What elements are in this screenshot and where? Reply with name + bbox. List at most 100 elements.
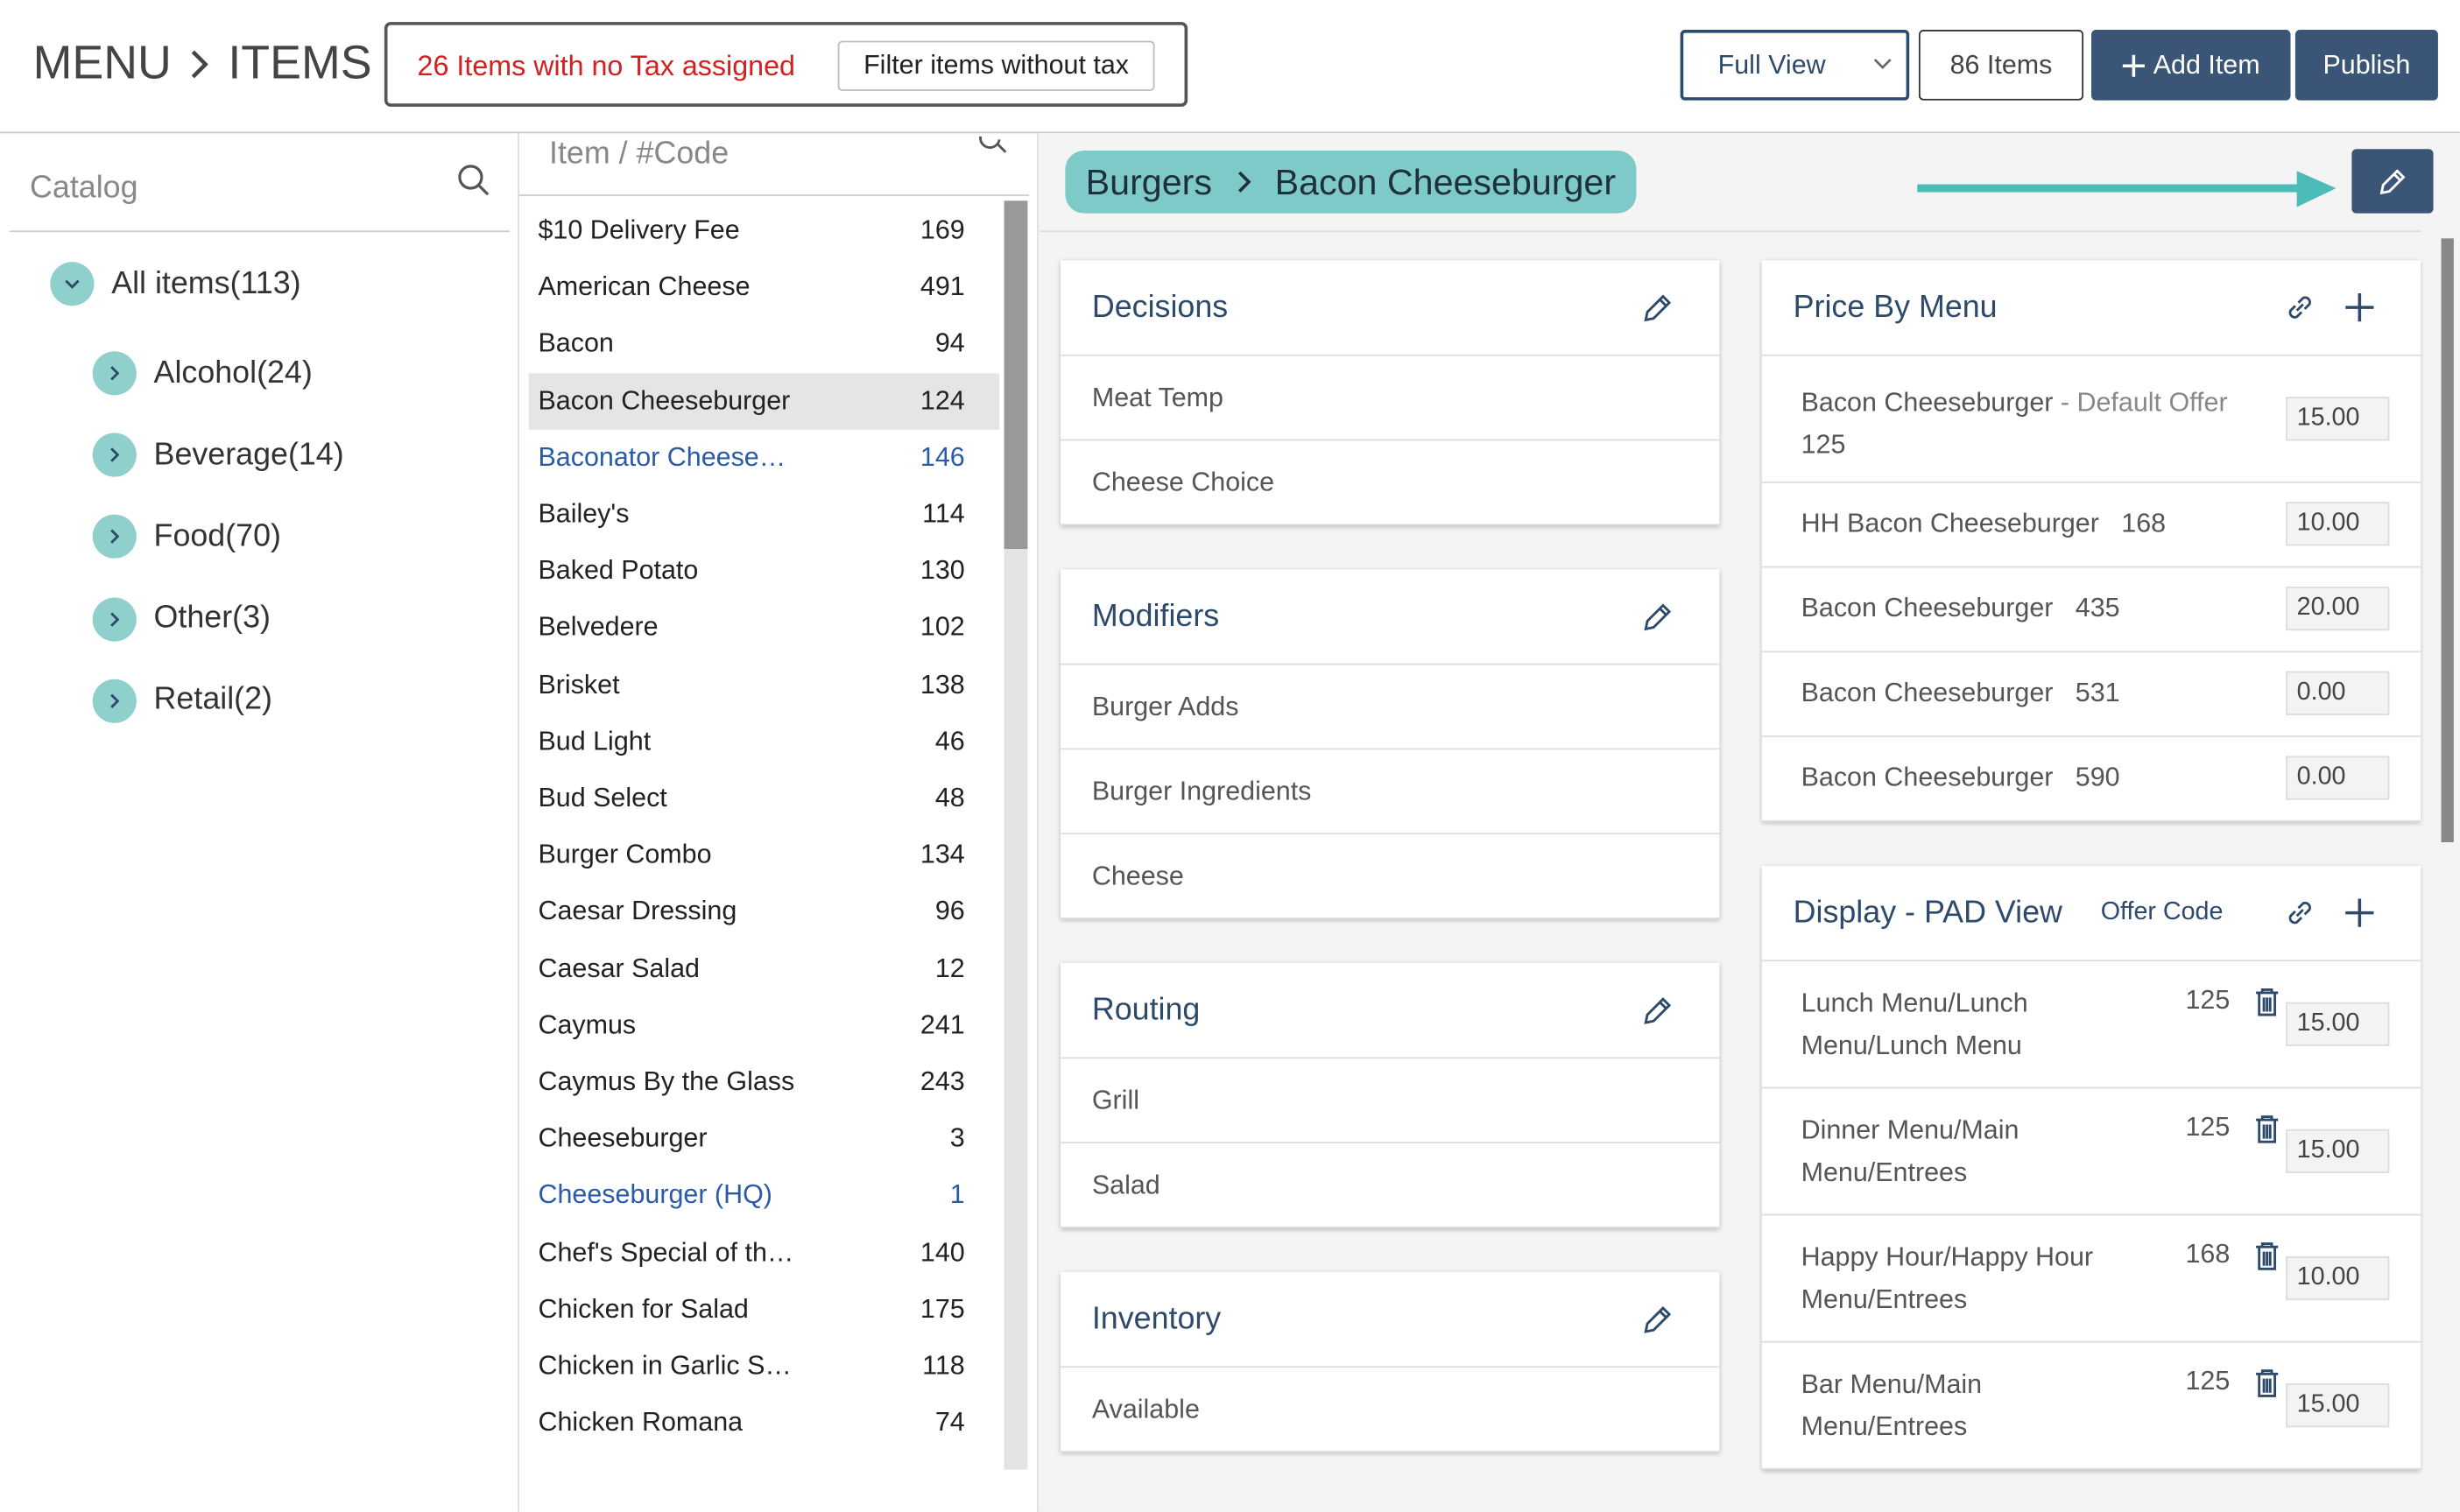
item-row[interactable]: Chicken for Salad 175 — [529, 1281, 999, 1337]
tree-node[interactable]: Other(3) — [92, 596, 271, 641]
item-name: Baked Potato — [538, 555, 699, 586]
edit-icon[interactable] — [1641, 599, 1675, 643]
breadcrumb-item[interactable]: MENU — [32, 37, 172, 90]
item-code: 243 — [920, 1066, 965, 1097]
search-icon[interactable] — [456, 163, 490, 197]
item-row[interactable]: Cheeseburger (HQ) 1 — [529, 1168, 999, 1224]
edit-icon[interactable] — [1641, 290, 1675, 334]
detail-breadcrumb: Burgers Bacon Cheeseburger — [1065, 150, 1637, 214]
items-count: 86 Items — [1918, 30, 2084, 101]
scrollbar[interactable] — [2441, 238, 2454, 843]
item-row[interactable]: Bud Light 46 — [529, 714, 999, 770]
scrollbar[interactable] — [1004, 200, 1028, 1470]
menu-code: 531 — [2075, 677, 2120, 707]
scroll-thumb[interactable] — [1004, 200, 1028, 550]
detail-panel: Burgers Bacon Cheeseburger Decisions Meat… — [1038, 133, 2460, 1512]
tree-label: Retail(2) — [153, 682, 272, 718]
item-row[interactable]: Bailey's 114 — [529, 486, 999, 542]
item-row[interactable]: Baconator Cheese… 146 — [529, 429, 999, 485]
price-input[interactable]: 0.00 — [2286, 671, 2390, 715]
item-row[interactable]: Baked Potato 130 — [529, 543, 999, 599]
pointer-arrow — [1917, 171, 2337, 207]
tree-label: Beverage(14) — [153, 437, 344, 472]
price-input[interactable]: 15.00 — [2286, 396, 2390, 440]
item-row[interactable]: Caesar Salad 12 — [529, 940, 999, 996]
item-code: 140 — [920, 1236, 965, 1267]
add-item-label: Add Item — [2153, 49, 2260, 80]
item-row[interactable]: Brisket 138 — [529, 657, 999, 713]
card-title: Display - PAD View — [1793, 895, 2062, 930]
add-icon[interactable] — [2343, 290, 2377, 334]
card-row: Burger Adds — [1061, 665, 1720, 750]
price-input[interactable]: 15.00 — [2286, 1129, 2390, 1174]
item-code: 169 — [920, 214, 965, 245]
trash-icon — [2256, 988, 2279, 1016]
item-row[interactable]: $10 Delivery Fee 169 — [529, 202, 999, 258]
edit-icon[interactable] — [1641, 993, 1675, 1037]
delete-icon[interactable] — [2252, 1114, 2283, 1153]
price-input[interactable]: 15.00 — [2286, 1002, 2390, 1046]
item-code: 134 — [920, 839, 965, 869]
alert-count: 26 — [417, 50, 449, 82]
price-input[interactable]: 15.00 — [2286, 1383, 2390, 1428]
item-row[interactable]: Chef's Special of th… 140 — [529, 1224, 999, 1280]
item-search[interactable]: Item / #Code — [549, 136, 730, 172]
item-row[interactable]: Belvedere 102 — [529, 600, 999, 656]
card-header: Modifiers — [1061, 569, 1720, 665]
add-item-button[interactable]: Add Item — [2091, 30, 2291, 101]
view-select[interactable]: Full View — [1680, 30, 1910, 101]
menu-path: Happy Hour/Happy Hour Menu/Entrees — [1801, 1241, 2094, 1315]
view-select-value: Full View — [1717, 49, 1826, 80]
publish-button[interactable]: Publish — [2294, 30, 2438, 101]
delete-icon[interactable] — [2252, 987, 2283, 1026]
tree-node[interactable]: All items(113) — [50, 262, 301, 306]
item-row[interactable]: Caymus 241 — [529, 997, 999, 1053]
price-input[interactable]: 10.00 — [2286, 1255, 2390, 1301]
tree-node[interactable]: Retail(2) — [92, 679, 272, 723]
link-icon — [2288, 296, 2311, 319]
search-icon[interactable] — [977, 133, 1009, 158]
display-row: Dinner Menu/Main Menu/Entrees 125 15.00 — [1761, 1088, 2421, 1216]
delete-icon[interactable] — [2252, 1368, 2283, 1407]
tree-node[interactable]: Food(70) — [92, 515, 281, 559]
item-name: Chicken for Salad — [538, 1293, 749, 1324]
item-row[interactable]: Caesar Dressing 96 — [529, 883, 999, 939]
price-cards: Price By Menu Bacon Cheeseburger - Defaul… — [1761, 260, 2421, 1470]
item-row[interactable]: Cheeseburger 3 — [529, 1111, 999, 1167]
item-row[interactable]: Bacon Cheeseburger 124 — [528, 372, 1000, 430]
link-icon[interactable] — [2283, 290, 2317, 334]
menu-path: Bar Menu/Main Menu/Entrees — [1801, 1368, 1983, 1442]
menu-name: Bacon Cheeseburger — [1801, 387, 2054, 418]
price-input[interactable]: 10.00 — [2286, 502, 2390, 546]
alert-message: Items with no Tax assigned — [456, 50, 795, 82]
catalog-search[interactable]: Catalog — [30, 171, 138, 206]
price-input[interactable]: 0.00 — [2286, 756, 2390, 800]
header: MENU ITEMS 26 Items with no Tax assigned… — [0, 0, 2460, 134]
delete-icon[interactable] — [2252, 1241, 2283, 1280]
tree-node[interactable]: Beverage(14) — [92, 433, 344, 477]
tree-node[interactable]: Alcohol(24) — [92, 351, 313, 396]
price-label: HH Bacon Cheeseburger 168 — [1801, 508, 2167, 539]
price-row: Bacon Cheeseburger 590 0.00 — [1761, 737, 2421, 822]
item-row[interactable]: Chicken in Garlic S… 118 — [529, 1338, 999, 1394]
card-title: Price By Menu — [1793, 289, 1998, 324]
add-icon[interactable] — [2343, 896, 2377, 939]
card-header: Routing — [1061, 963, 1720, 1059]
item-row[interactable]: Bud Select 48 — [529, 770, 999, 826]
alert-text: 26 Items with no Tax assigned — [418, 50, 795, 83]
item-row[interactable]: American Cheese 491 — [529, 259, 999, 315]
item-name: Chicken in Garlic S… — [538, 1350, 792, 1381]
menu-path: Dinner Menu/Main Menu/Entrees — [1801, 1115, 2019, 1188]
card-row: Cheese — [1061, 834, 1720, 919]
item-row[interactable]: Caymus By the Glass 243 — [529, 1054, 999, 1110]
edit-button[interactable] — [2351, 149, 2434, 214]
breadcrumb-item[interactable]: Burgers — [1085, 160, 1212, 202]
link-icon[interactable] — [2283, 896, 2317, 939]
item-row[interactable]: Bacon 94 — [529, 316, 999, 372]
item-row[interactable]: Burger Combo 134 — [529, 826, 999, 883]
price-input[interactable]: 20.00 — [2286, 587, 2390, 631]
edit-icon[interactable] — [1641, 1302, 1675, 1346]
filter-button[interactable]: Filter items without tax — [837, 40, 1155, 91]
item-row[interactable]: Chicken Romana 74 — [529, 1395, 999, 1451]
card-row: Burger Ingredients — [1061, 749, 1720, 835]
